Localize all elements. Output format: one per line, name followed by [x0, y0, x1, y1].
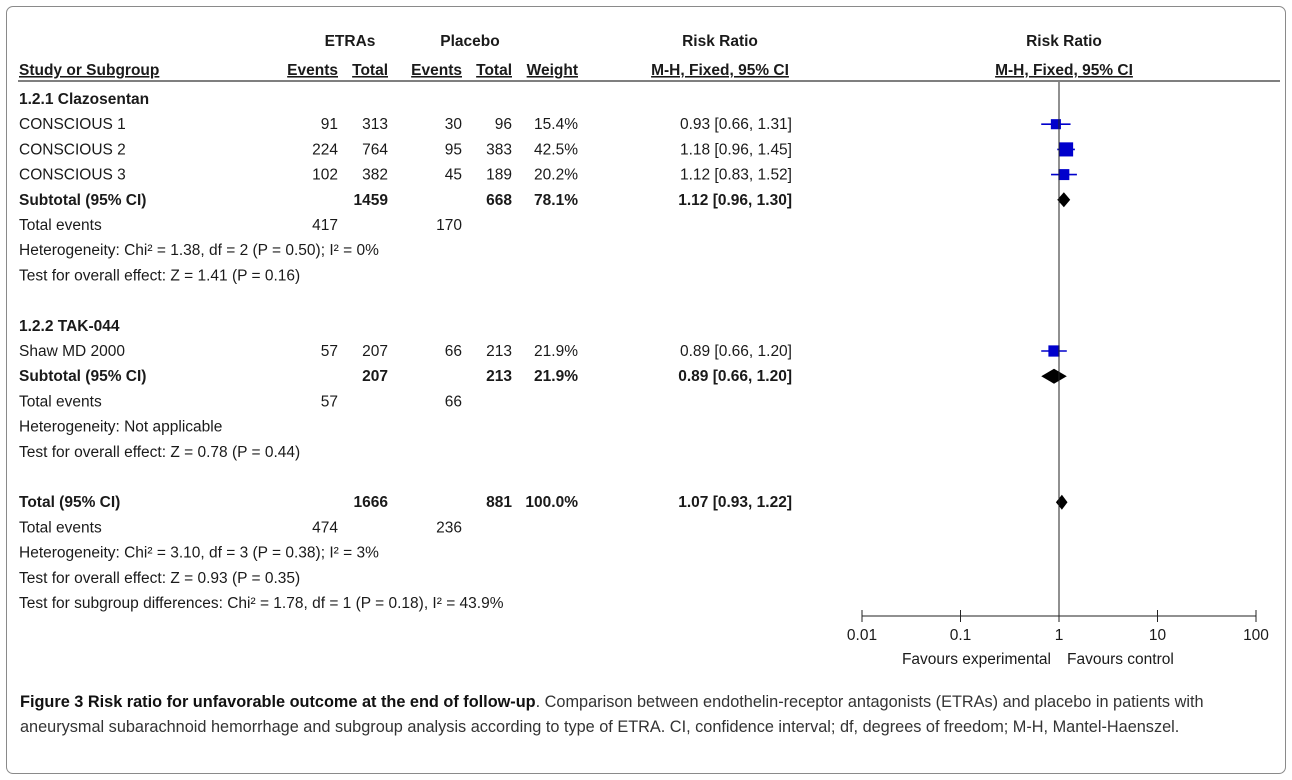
- total1-cell: 207: [362, 343, 388, 360]
- summary-diamond: [1041, 368, 1067, 384]
- total2-cell: 189: [486, 167, 512, 184]
- header-group1: ETRAs: [325, 33, 376, 50]
- total2-cell: 213: [486, 343, 512, 360]
- summary-diamond: [1055, 494, 1068, 510]
- note-label: Test for overall effect: Z = 0.93 (P = 0…: [19, 570, 300, 587]
- header-plot-top: Risk Ratio: [1026, 33, 1102, 50]
- weight-cell: 20.2%: [534, 167, 578, 184]
- events2-cell: 66: [445, 343, 462, 360]
- study-marker: [1048, 345, 1060, 357]
- forest-plot: ETRAs Placebo Risk Ratio Risk Ratio Stud…: [18, 33, 1280, 668]
- weight-cell: 42.5%: [534, 141, 578, 158]
- x-tick-label: 0.01: [847, 627, 877, 644]
- caption-body: . Comparison between endothelin-receptor…: [20, 693, 1204, 736]
- note-label: Heterogeneity: Not applicable: [19, 419, 222, 436]
- note-label: Test for overall effect: Z = 0.78 (P = 0…: [19, 444, 300, 461]
- ci-cell: 1.07 [0.93, 1.22]: [678, 494, 792, 511]
- total2-cell: 668: [486, 192, 512, 209]
- subtotal-label: Subtotal (95% CI): [19, 368, 146, 385]
- study-marker: [1050, 119, 1061, 130]
- study-label: Shaw MD 2000: [19, 343, 125, 360]
- weight-cell: 21.9%: [534, 368, 578, 385]
- header-total2: Total: [476, 62, 512, 79]
- favours-left-label: Favours experimental: [902, 651, 1051, 668]
- events-label: Total events: [19, 519, 102, 536]
- ci-cell: 0.89 [0.66, 1.20]: [678, 368, 792, 385]
- ci-cell: 0.89 [0.66, 1.20]: [680, 343, 792, 360]
- events2-cell: 30: [445, 116, 463, 133]
- x-tick-label: 100: [1243, 627, 1269, 644]
- header-study: Study or Subgroup: [19, 62, 159, 79]
- total2-cell: 213: [486, 368, 512, 385]
- header-total1: Total: [352, 62, 388, 79]
- total1-cell: 313: [362, 116, 388, 133]
- study-label: CONSCIOUS 2: [19, 141, 126, 158]
- total1-cell: 207: [362, 368, 388, 385]
- header-group2: Placebo: [440, 33, 499, 50]
- x-tick-label: 0.1: [950, 627, 972, 644]
- total1-cell: 1459: [354, 192, 389, 209]
- events1-cell: 417: [312, 217, 338, 234]
- ci-cell: 0.93 [0.66, 1.31]: [680, 116, 792, 133]
- events1-cell: 57: [321, 343, 338, 360]
- note-label: Heterogeneity: Chi² = 1.38, df = 2 (P = …: [19, 242, 379, 259]
- favours-right-label: Favours control: [1067, 651, 1174, 668]
- header-rr-method: M-H, Fixed, 95% CI: [651, 62, 789, 79]
- header-events2: Events: [411, 62, 462, 79]
- weight-cell: 21.9%: [534, 343, 578, 360]
- header-events1: Events: [287, 62, 338, 79]
- header-weight: Weight: [527, 62, 578, 79]
- total1-cell: 1666: [354, 494, 389, 511]
- summary-diamond: [1057, 192, 1071, 208]
- events1-cell: 57: [321, 393, 338, 410]
- events1-cell: 102: [312, 167, 338, 184]
- figure-caption: Figure 3 Risk ratio for unfavorable outc…: [20, 690, 1276, 740]
- events-label: Total events: [19, 217, 102, 234]
- note-label: Test for overall effect: Z = 1.41 (P = 0…: [19, 267, 300, 284]
- events1-cell: 474: [312, 519, 338, 536]
- group-label: 1.2.2 TAK-044: [19, 318, 120, 335]
- study-label: CONSCIOUS 3: [19, 167, 126, 184]
- subtotal-label: Subtotal (95% CI): [19, 192, 146, 209]
- x-tick-label: 10: [1149, 627, 1167, 644]
- weight-cell: 78.1%: [534, 192, 578, 209]
- study-marker: [1059, 142, 1074, 157]
- note-label: Heterogeneity: Chi² = 3.10, df = 3 (P = …: [19, 545, 379, 562]
- total2-cell: 383: [486, 141, 512, 158]
- header-plot-method: M-H, Fixed, 95% CI: [995, 62, 1133, 79]
- ci-cell: 1.12 [0.83, 1.52]: [680, 167, 792, 184]
- total2-cell: 96: [495, 116, 512, 133]
- events2-cell: 45: [445, 167, 462, 184]
- weight-cell: 15.4%: [534, 116, 578, 133]
- events2-cell: 66: [445, 393, 462, 410]
- events2-cell: 170: [436, 217, 462, 234]
- study-marker: [1058, 169, 1070, 181]
- events1-cell: 224: [312, 141, 338, 158]
- events2-cell: 236: [436, 519, 462, 536]
- study-label: CONSCIOUS 1: [19, 116, 126, 133]
- subtotal-label: Total (95% CI): [19, 494, 120, 511]
- total2-cell: 881: [486, 494, 512, 511]
- weight-cell: 100.0%: [525, 494, 578, 511]
- caption-title: Figure 3 Risk ratio for unfavorable outc…: [20, 693, 536, 711]
- group-label: 1.2.1 Clazosentan: [19, 91, 149, 108]
- plot-area: 0.01 0.1 1 10 100 Favours experimental Favours…: [847, 82, 1269, 668]
- table-rows: 1.2.1 Clazosentan CONSCIOUS 1 91 313 30 96 15.…: [19, 91, 792, 612]
- events1-cell: 91: [321, 116, 338, 133]
- total1-cell: 764: [362, 141, 388, 158]
- figure-frame: [6, 6, 1286, 774]
- note-label: Test for subgroup differences: Chi² = 1.…: [19, 595, 504, 612]
- ci-cell: 1.12 [0.96, 1.30]: [678, 192, 792, 209]
- events-label: Total events: [19, 393, 102, 410]
- events2-cell: 95: [445, 141, 462, 158]
- x-tick-label: 1: [1055, 627, 1064, 644]
- total1-cell: 382: [362, 167, 388, 184]
- header-rr-top: Risk Ratio: [682, 33, 758, 50]
- ci-cell: 1.18 [0.96, 1.45]: [680, 141, 792, 158]
